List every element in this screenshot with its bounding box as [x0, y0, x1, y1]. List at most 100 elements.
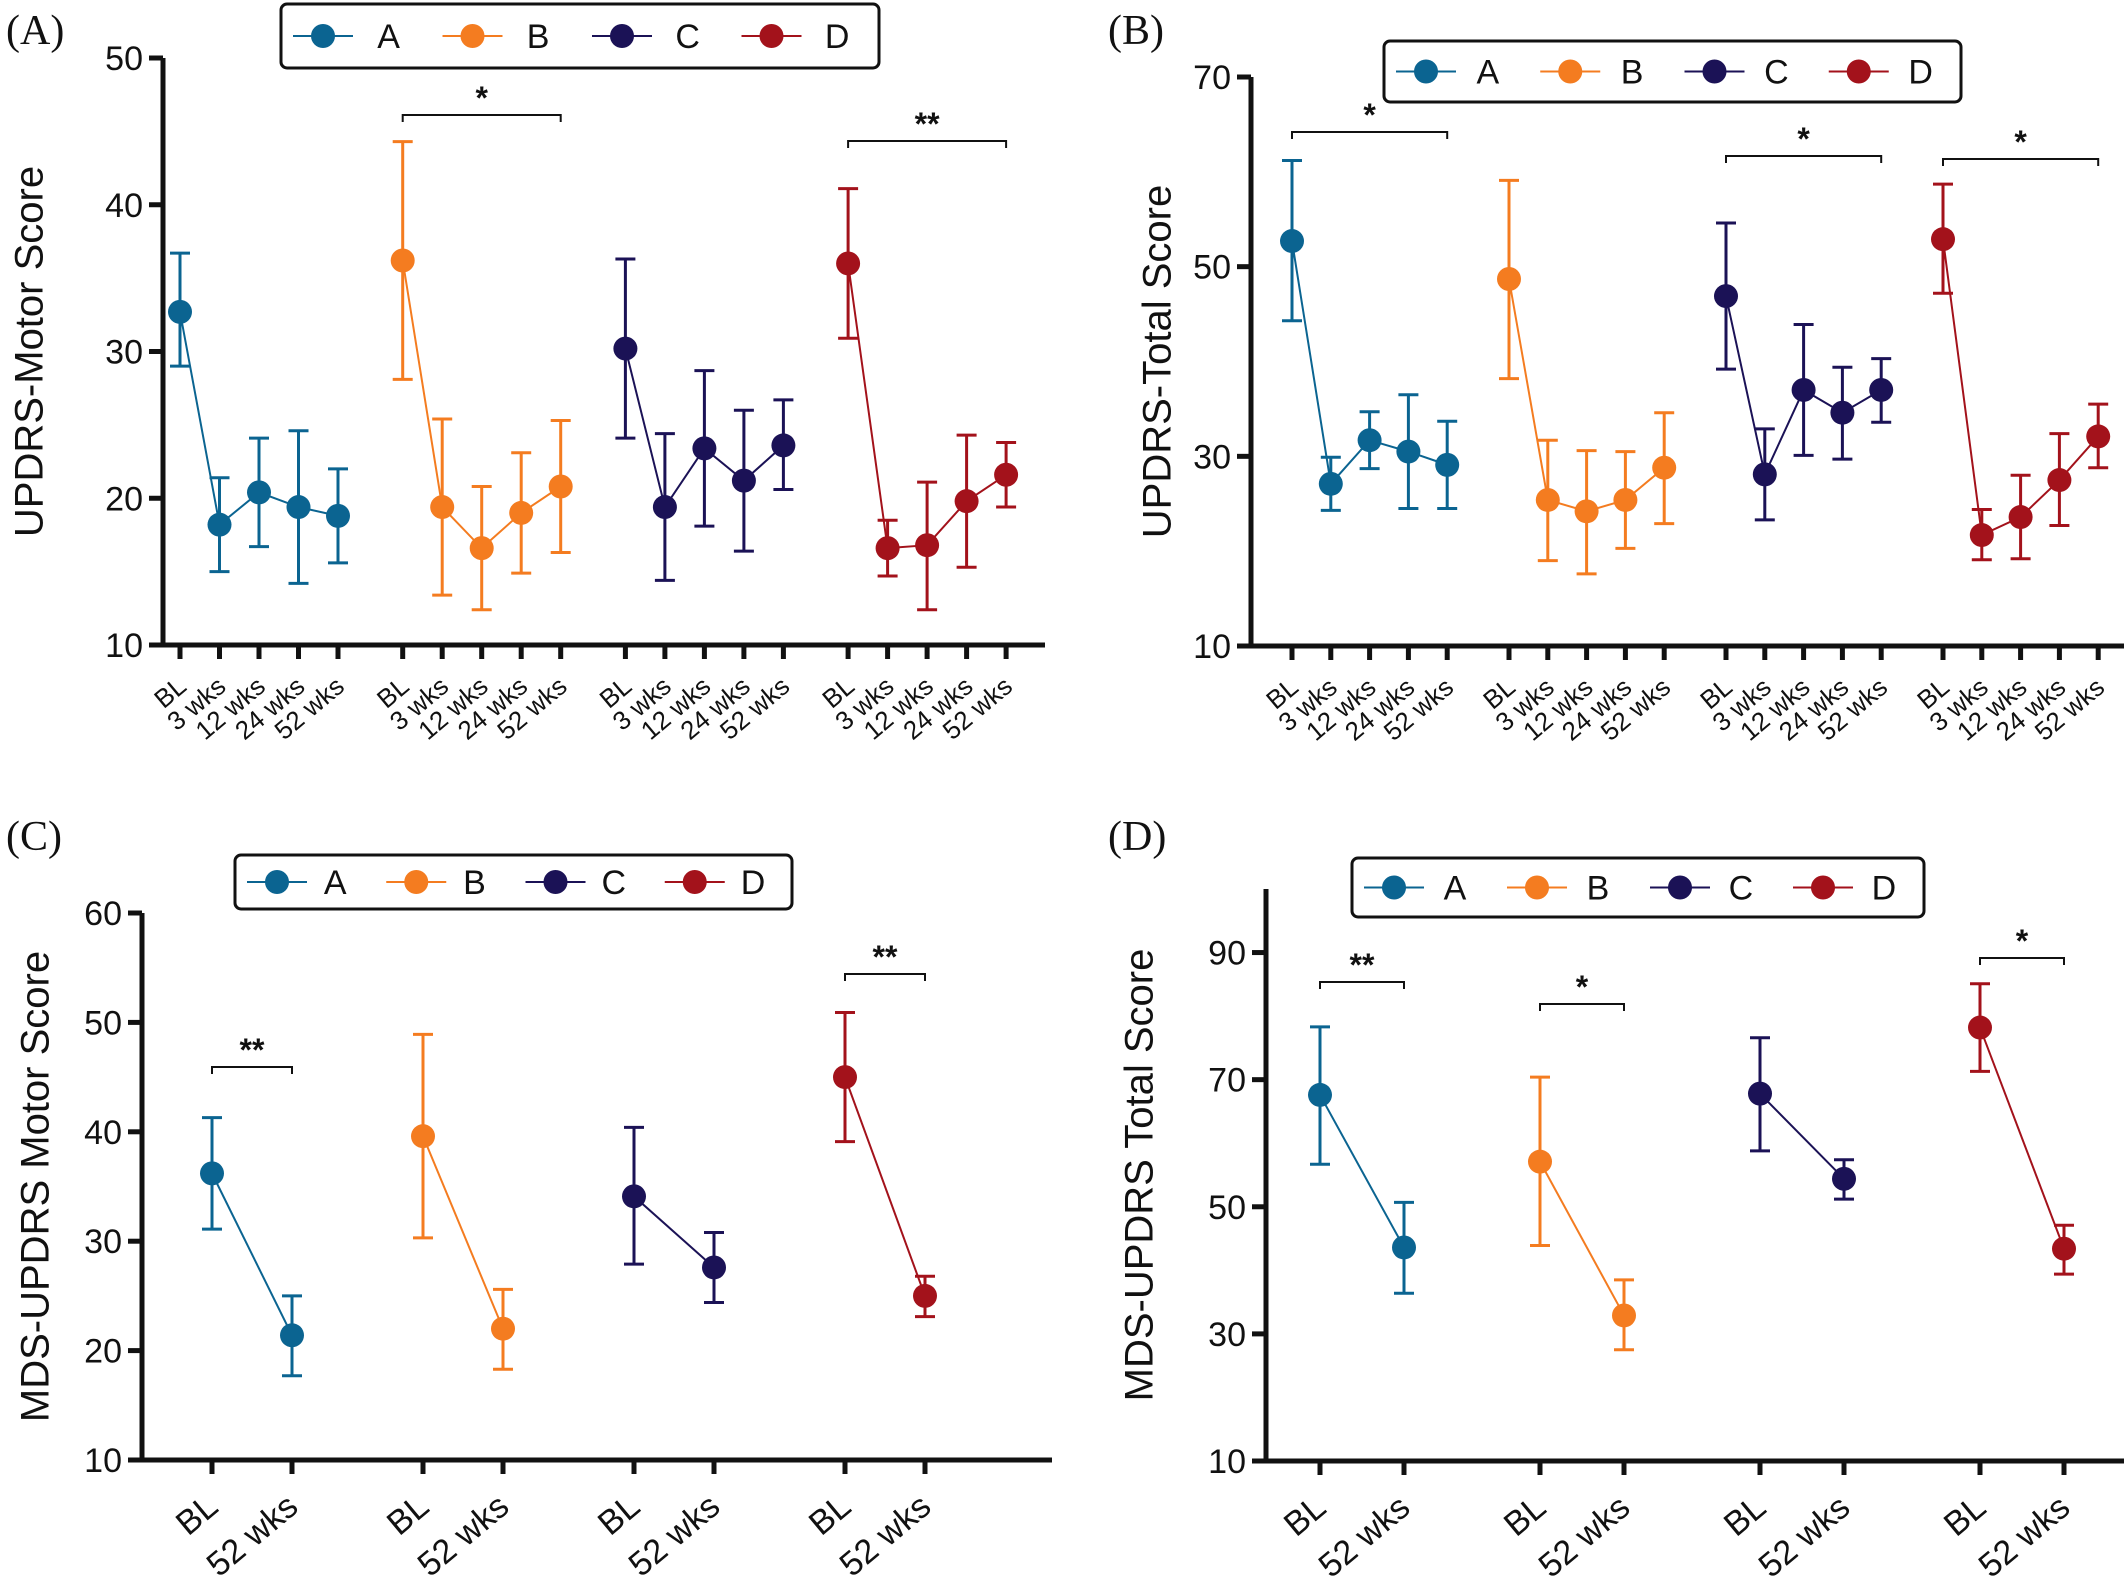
series-B — [1497, 178, 1677, 576]
series-A — [200, 1116, 304, 1378]
legend-label: B — [1621, 54, 1644, 92]
data-point — [430, 495, 455, 520]
legend-label: D — [741, 864, 766, 902]
data-point — [771, 433, 796, 458]
data-point — [1869, 377, 1894, 402]
legend-marker — [1846, 59, 1871, 84]
significance-label: * — [1363, 97, 1376, 133]
panel-label: (A) — [6, 8, 64, 54]
legend-label: A — [1477, 54, 1500, 92]
legend-label: A — [377, 18, 400, 56]
data-point — [2008, 505, 2033, 530]
legend: A B C D — [233, 853, 794, 911]
panel-label: (C) — [6, 814, 62, 860]
legend-marker — [460, 24, 485, 48]
x-tick-label: BL — [169, 1487, 225, 1543]
data-point — [622, 1184, 646, 1209]
data-point — [1535, 487, 1560, 512]
y-tick-label: 70 — [1208, 1062, 1246, 1100]
data-point — [1280, 229, 1304, 254]
data-point — [692, 436, 717, 461]
data-point — [652, 495, 677, 520]
series-D — [833, 1011, 937, 1319]
significance-label: * — [2014, 124, 2027, 160]
data-point — [913, 1283, 937, 1308]
data-point — [1396, 439, 1421, 464]
y-tick-label: 50 — [1208, 1189, 1246, 1227]
y-tick-label: 50 — [105, 40, 143, 78]
data-point — [469, 536, 494, 561]
x-tick-label: 52 wks — [1312, 1488, 1417, 1585]
series-line — [844, 1076, 926, 1297]
significance-label: ** — [240, 1032, 265, 1068]
y-tick-label: 50 — [1193, 249, 1231, 287]
series-A — [1308, 1025, 1416, 1295]
legend-marker — [682, 870, 707, 894]
series-line — [1539, 1161, 1625, 1316]
data-point — [286, 495, 311, 520]
legend-marker — [404, 870, 429, 894]
y-tick-label: 30 — [84, 1223, 122, 1261]
significance-bracket — [847, 140, 1008, 148]
x-tick-label: 52 wks — [200, 1487, 305, 1584]
data-point — [1752, 462, 1777, 487]
y-tick-label: 10 — [1193, 628, 1231, 666]
data-point — [1357, 428, 1382, 453]
series-line — [1319, 1094, 1405, 1248]
x-tick-label: BL — [802, 1487, 858, 1543]
data-point — [1791, 377, 1816, 402]
series-line — [422, 1135, 504, 1330]
y-tick-label: 40 — [105, 187, 143, 225]
legend-marker — [311, 24, 335, 48]
significance-label: ** — [1350, 947, 1375, 983]
legend-box — [1350, 856, 1926, 919]
series-line — [1979, 1027, 2065, 1250]
legend: A B C D — [1382, 39, 1963, 104]
data-point — [836, 251, 861, 276]
significance-bracket — [401, 114, 562, 122]
significance-bracket — [1725, 155, 1883, 163]
data-point — [168, 299, 192, 324]
data-point — [875, 536, 900, 561]
panel-label: (B) — [1108, 8, 1164, 54]
data-point — [2052, 1236, 2076, 1261]
series-C — [622, 1125, 726, 1304]
x-tick-label: 52 wks — [622, 1487, 727, 1584]
significance-bracket — [211, 1066, 293, 1074]
data-point — [702, 1255, 726, 1280]
legend-label: D — [1908, 54, 1933, 92]
legend-label: B — [1587, 870, 1610, 908]
legend-marker — [1558, 59, 1583, 84]
panel-c: (C)MDS-UPDRS Motor Score102030405060BL52… — [6, 814, 1052, 1584]
y-tick-label: 40 — [84, 1114, 122, 1152]
data-point — [1435, 452, 1460, 477]
data-point — [1931, 227, 1955, 252]
data-point — [833, 1065, 857, 1090]
panel-label: (D) — [1108, 814, 1166, 860]
series-B — [1528, 1075, 1636, 1352]
legend-box — [233, 853, 794, 911]
series-A — [168, 251, 350, 585]
y-tick-label: 10 — [1208, 1443, 1246, 1481]
legend-label: D — [825, 18, 850, 56]
series-C — [1748, 1036, 1856, 1201]
data-point — [954, 489, 979, 514]
data-point — [548, 474, 573, 499]
y-tick-label: 20 — [84, 1333, 122, 1371]
data-point — [1830, 400, 1855, 425]
data-point — [1748, 1081, 1772, 1106]
data-point — [1968, 1015, 1992, 1040]
legend-marker — [1525, 875, 1549, 900]
x-tick-label: 52 wks — [411, 1487, 516, 1584]
y-axis-label: MDS-UPDRS Motor Score — [14, 951, 58, 1422]
y-tick-label: 50 — [84, 1004, 122, 1042]
legend-marker — [1414, 59, 1438, 84]
legend: A B C D — [279, 2, 881, 70]
legend-box — [279, 2, 881, 70]
series-C — [1714, 221, 1894, 522]
legend-marker — [759, 24, 784, 48]
x-tick-label: BL — [1717, 1488, 1773, 1544]
legend-box — [1382, 39, 1963, 104]
significance-bracket — [844, 973, 926, 981]
